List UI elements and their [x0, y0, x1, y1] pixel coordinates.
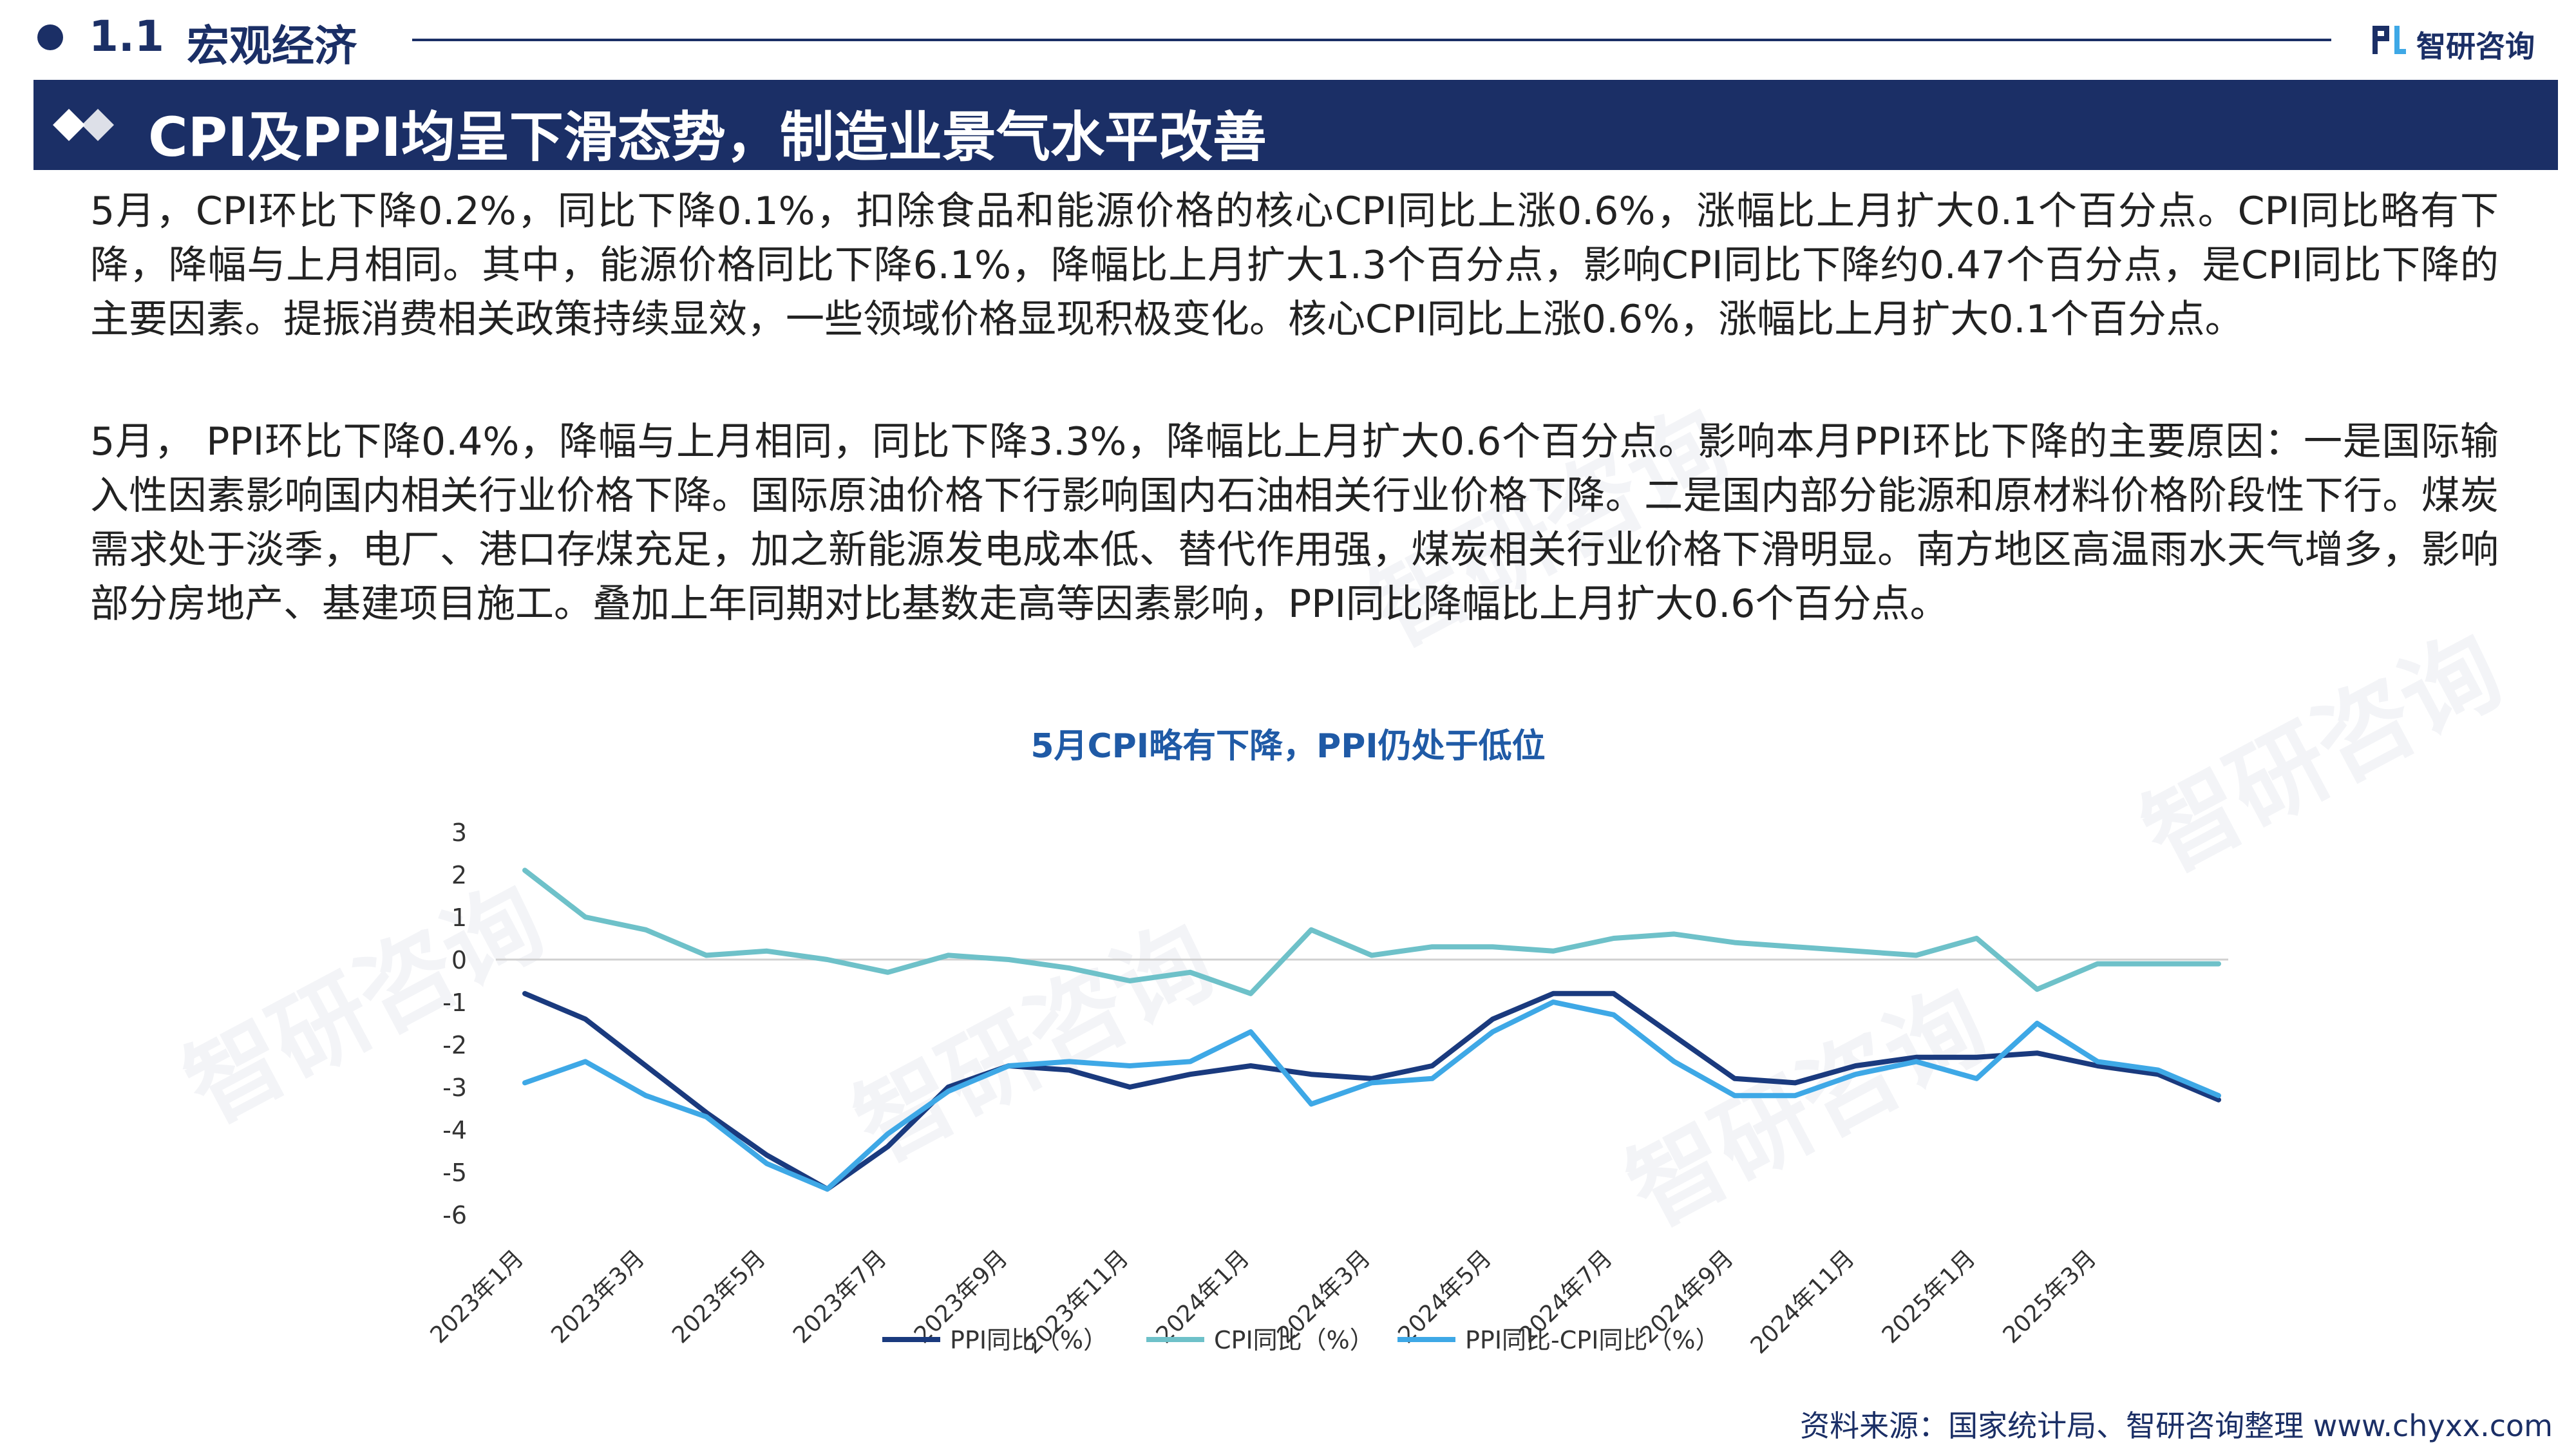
x-tick-label: 2023年1月: [425, 1245, 529, 1349]
source-note: 资料来源：国家统计局、智研咨询整理 www.chyxx.com: [1800, 1408, 2553, 1443]
x-tick-label: 2024年11月: [1746, 1245, 1860, 1359]
x-tick-label: 2025年1月: [1877, 1245, 1981, 1349]
y-tick-label: 1: [451, 904, 467, 932]
y-tick-label: -2: [442, 1031, 467, 1059]
y-tick-label: 2: [451, 861, 467, 889]
banner-title: CPI及PPI均呈下滑态势，制造业景气水平改善: [148, 106, 1267, 169]
header-divider: [412, 39, 2331, 41]
chart-title: 5月CPI略有下降，PPI仍处于低位: [1030, 727, 1546, 766]
y-tick-label: -4: [442, 1116, 467, 1144]
section-dot-icon: [37, 24, 63, 50]
series-line-1: [522, 990, 2221, 1192]
y-tick-label: -6: [442, 1201, 467, 1229]
section-title: 宏观经济: [187, 21, 357, 71]
x-tick-label: 2023年5月: [667, 1245, 771, 1349]
y-tick-label: 0: [451, 946, 467, 974]
logo-text: 智研咨询: [2416, 29, 2535, 64]
x-tick-label: 2025年3月: [1998, 1245, 2102, 1349]
series-line-3: [522, 999, 2221, 1192]
double-diamond-icon: [53, 109, 114, 141]
y-tick-label: -3: [442, 1074, 467, 1102]
legend-label-3: PPI同比-CPI同比（%）: [1465, 1326, 1720, 1354]
title-banner: CPI及PPI均呈下滑态势，制造业景气水平改善: [33, 80, 2558, 170]
x-tick-label: 2023年3月: [546, 1245, 650, 1349]
x-tick-label: 2023年7月: [788, 1245, 892, 1349]
y-tick-label: -1: [442, 989, 467, 1017]
section-number: 1.1: [89, 12, 164, 61]
y-tick-label: 3: [451, 819, 467, 847]
zhiyan-logo-icon: [2372, 26, 2406, 54]
paragraph-cpi: 5月，CPI环比下降0.2%，同比下降0.1%，扣除食品和能源价格的核心CPI同…: [90, 189, 2499, 342]
paragraph-ppi: 5月， PPI环比下降0.4%，降幅与上月相同，同比下降3.3%，降幅比上月扩大…: [90, 419, 2499, 627]
legend-label-1: PPI同比（%）: [950, 1326, 1108, 1354]
top-header: 1.1 宏观经济 智研咨询: [0, 0, 2576, 77]
series-line-2: [522, 867, 2221, 996]
legend-label-2: CPI同比（%）: [1214, 1326, 1374, 1354]
brand-logo: 智研咨询: [2370, 19, 2563, 64]
y-tick-label: -5: [442, 1159, 467, 1187]
